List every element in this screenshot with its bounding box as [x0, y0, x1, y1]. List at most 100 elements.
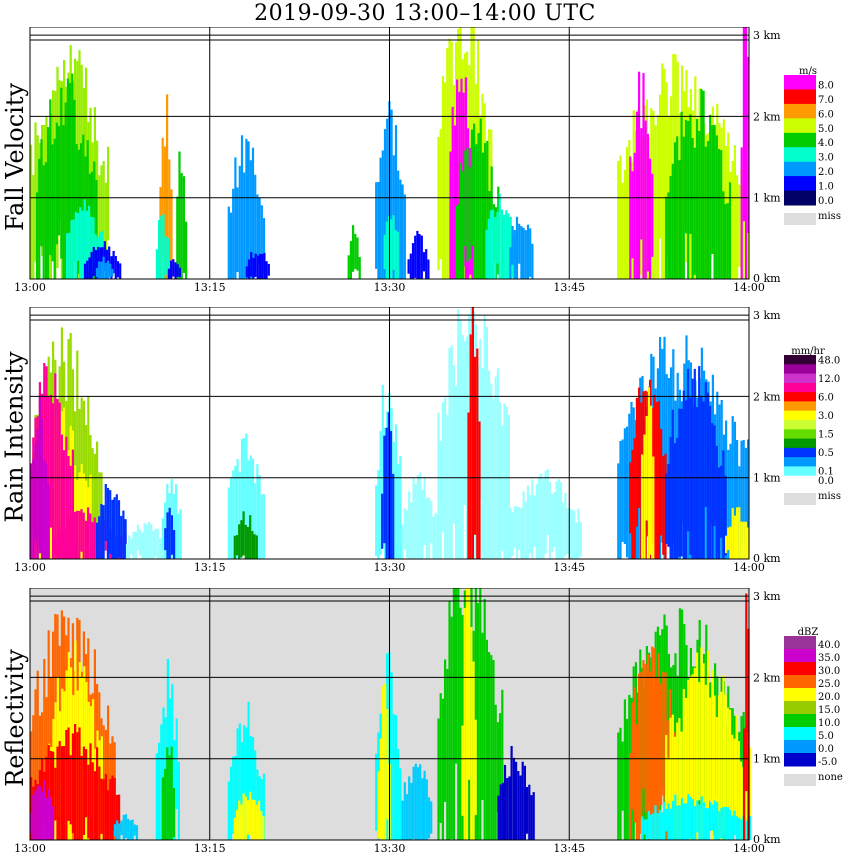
echo-column: [722, 806, 725, 840]
echo-column: [507, 414, 510, 559]
echo-column: [702, 663, 705, 840]
echo-column: [633, 687, 636, 823]
echo-column: [262, 494, 266, 559]
echo-column: [396, 231, 399, 279]
echo-column: [718, 811, 721, 840]
echo-column: [680, 111, 683, 279]
echo-column: [499, 713, 502, 840]
panel-label: Rain Intensity: [1, 351, 30, 523]
echo-column: [166, 237, 169, 279]
echo-column: [669, 717, 672, 825]
colorbar-label: 12.0: [818, 374, 840, 385]
echo-column: [667, 378, 670, 546]
colorbar-swatch: [784, 132, 816, 148]
echo-column: [419, 764, 422, 840]
echo-column: [243, 172, 246, 279]
echo-column: [36, 429, 39, 559]
echo-column: [481, 632, 484, 800]
echo-column: [427, 259, 430, 279]
echo-column: [47, 789, 50, 840]
echo-column: [673, 142, 677, 279]
echo-column: [720, 150, 723, 279]
echo-column: [462, 171, 465, 279]
echo-column: [249, 791, 252, 836]
echo-column: [100, 778, 103, 834]
echo-column: [238, 800, 241, 840]
echo-column: [665, 735, 668, 827]
echo-column: [47, 630, 50, 840]
echo-column: [263, 253, 266, 279]
colorbar-swatch: [784, 176, 816, 191]
echo-column: [676, 805, 679, 840]
echo-column: [446, 668, 449, 840]
echo-column: [69, 465, 72, 559]
echo-column: [254, 483, 257, 559]
echo-column: [246, 800, 250, 835]
echo-column: [240, 438, 244, 541]
echo-column: [742, 440, 745, 544]
echo-column: [60, 87, 63, 259]
echo-column: [640, 128, 643, 240]
echo-column: [262, 218, 266, 274]
echo-column: [640, 671, 643, 834]
echo-column: [102, 256, 105, 279]
colorbar-swatch: [784, 103, 816, 119]
echo-column: [711, 670, 714, 840]
echo-column: [629, 156, 632, 279]
echo-column: [111, 268, 114, 277]
echo-column: [645, 819, 648, 840]
echo-column: [34, 122, 37, 262]
echo-column: [38, 396, 41, 554]
y-tick-label: 3 km: [753, 309, 781, 322]
echo-column: [671, 714, 674, 832]
echo-column: [127, 818, 130, 840]
echo-column: [681, 609, 684, 840]
colorbar-label: 30.0: [818, 666, 840, 677]
echo-column: [267, 263, 270, 276]
echo-column: [106, 260, 110, 279]
echo-column: [702, 802, 705, 840]
echo-column: [446, 414, 449, 559]
echo-column: [437, 137, 440, 271]
echo-column: [160, 215, 163, 279]
echo-column: [379, 430, 382, 555]
echo-column: [559, 482, 563, 559]
echo-column: [416, 230, 419, 279]
echo-column: [691, 138, 694, 279]
echo-column: [253, 799, 256, 840]
echo-column: [377, 182, 380, 279]
echo-column: [485, 229, 488, 278]
echo-column: [53, 138, 56, 279]
echo-column: [665, 196, 668, 279]
echo-column: [736, 507, 739, 559]
echo-column: [629, 462, 632, 534]
echo-column: [738, 184, 741, 267]
echo-column: [103, 241, 106, 272]
echo-column: [439, 129, 442, 260]
colorbar-swatch: [784, 447, 816, 458]
echo-column: [448, 348, 451, 559]
echo-column: [175, 484, 178, 559]
echo-column: [702, 90, 705, 279]
x-tick-label: 14:00: [733, 842, 765, 855]
echo-column: [76, 510, 79, 559]
echo-column: [403, 782, 406, 840]
echo-column: [465, 588, 468, 840]
echo-column: [390, 109, 393, 279]
echo-region: [407, 230, 430, 279]
echo-column: [82, 746, 85, 835]
echo-column: [736, 175, 739, 279]
echo-column: [158, 538, 162, 559]
echo-column: [724, 807, 727, 840]
echo-column: [621, 741, 624, 811]
echo-column: [520, 508, 523, 559]
echo-column: [691, 378, 694, 559]
echo-column: [64, 102, 67, 280]
colorbar-swatch: [784, 373, 816, 384]
colorbar-swatch: [784, 457, 816, 467]
echo-column: [390, 672, 393, 840]
echo-column: [745, 593, 748, 792]
echo-column: [143, 523, 146, 559]
echo-region: [30, 780, 55, 840]
echo-column: [479, 339, 482, 500]
